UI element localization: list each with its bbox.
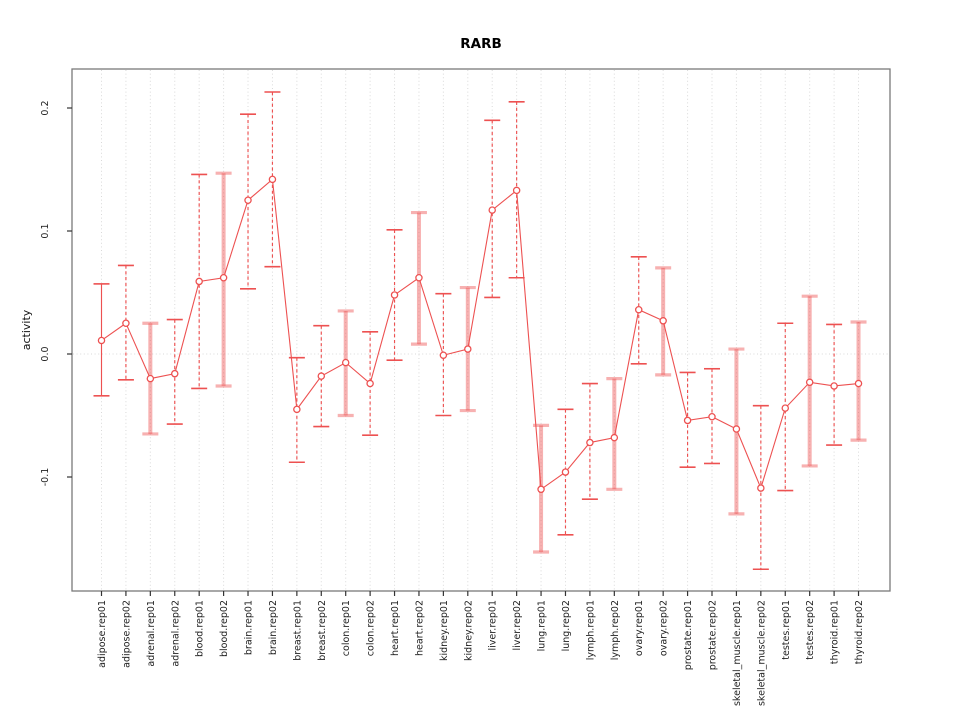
x-tick-label: testes.rep02 [805, 600, 816, 660]
data-point-marker [171, 369, 179, 378]
x-tick-label: breast.rep01 [292, 600, 303, 661]
x-tick-label: ovary.rep01 [634, 600, 645, 656]
marker-layer [97, 175, 863, 494]
x-tick-label: prostate.rep02 [708, 600, 719, 670]
y-tick-label: -0.1 [40, 468, 51, 487]
error-bar-layer [93, 91, 867, 571]
data-point-marker [757, 484, 765, 492]
plot-frame [71, 68, 891, 592]
data-point-marker [366, 379, 374, 388]
x-tick-label: kidney.rep01 [439, 600, 450, 661]
x-tick-label: skeletal_muscle.rep02 [756, 600, 767, 706]
data-point-marker [146, 374, 155, 383]
data-point-marker [268, 175, 277, 184]
x-tick-label: brain.rep01 [244, 600, 255, 655]
x-tick-label: breast.rep02 [317, 600, 328, 661]
x-tick-label: brain.rep02 [268, 600, 279, 655]
x-tick-label: testes.rep01 [781, 600, 792, 660]
x-tick-label: adipose.rep02 [121, 600, 132, 668]
data-point-marker [805, 378, 814, 387]
x-tick-label: liver.rep01 [488, 600, 499, 650]
y-tick-label: 0.2 [40, 100, 51, 115]
data-point-marker [415, 273, 423, 282]
x-tick-label: prostate.rep01 [683, 600, 694, 670]
x-tick-label: ovary.rep02 [659, 600, 670, 656]
x-tick-label: lymph.rep01 [585, 600, 596, 660]
y-tick-label: 0.1 [40, 223, 51, 238]
x-tick-label: skeletal_muscle.rep01 [732, 600, 743, 706]
data-point-marker [561, 468, 570, 476]
x-tick-label: adrenal.rep02 [170, 600, 181, 667]
data-point-marker [512, 186, 521, 195]
data-point-marker [683, 416, 692, 425]
y-axis-label: activity [20, 309, 33, 350]
x-tick-label: lung.rep01 [537, 600, 548, 651]
x-tick-label: blood.rep02 [219, 600, 230, 657]
data-point-marker [659, 317, 667, 325]
data-point-marker [122, 319, 130, 327]
x-tick-label: adipose.rep01 [97, 600, 108, 668]
x-tick-label: lung.rep02 [561, 600, 572, 651]
chart-title: RARB [460, 36, 502, 52]
x-tick-label: lymph.rep02 [610, 600, 621, 660]
data-point-marker [732, 425, 741, 433]
x-tick-label: colon.rep02 [366, 600, 377, 656]
data-point-marker [439, 351, 448, 359]
data-point-marker [781, 404, 790, 412]
x-tick-label: adrenal.rep01 [146, 600, 157, 667]
data-point-marker [830, 382, 838, 390]
series-line-layer [101, 178, 859, 491]
data-point-marker [464, 345, 472, 353]
data-point-marker [610, 433, 619, 442]
data-point-marker [708, 412, 716, 421]
data-point-marker [854, 379, 863, 388]
data-point-marker [293, 405, 301, 414]
x-tick-label: blood.rep01 [195, 600, 206, 657]
data-point-marker [488, 206, 496, 214]
x-tick-label: heart.rep01 [390, 600, 401, 656]
x-tick-label: colon.rep01 [341, 600, 352, 656]
data-point-marker [97, 336, 106, 345]
data-point-marker [390, 291, 399, 299]
data-point-marker [195, 277, 203, 286]
x-tick-label: kidney.rep02 [463, 600, 474, 661]
data-point-marker [634, 305, 643, 314]
x-tick-label: liver.rep02 [512, 600, 523, 650]
grid-layer [73, 70, 889, 590]
data-point-marker [586, 438, 594, 447]
x-tick-label: thyroid.rep02 [854, 600, 865, 664]
data-point-marker [537, 485, 545, 494]
x-tick-label: heart.rep02 [414, 600, 425, 656]
data-point-marker [317, 372, 326, 380]
axis-layer: -0.1 0.0 0.1 0.2 adipose.rep01 adipose.rep02 a… [40, 68, 891, 706]
data-point-marker [244, 196, 252, 204]
x-tick-label: thyroid.rep01 [830, 600, 841, 664]
y-tick-label: 0.0 [40, 346, 51, 361]
data-point-marker [219, 273, 228, 282]
series-line [101, 178, 859, 491]
data-point-marker [341, 358, 350, 367]
